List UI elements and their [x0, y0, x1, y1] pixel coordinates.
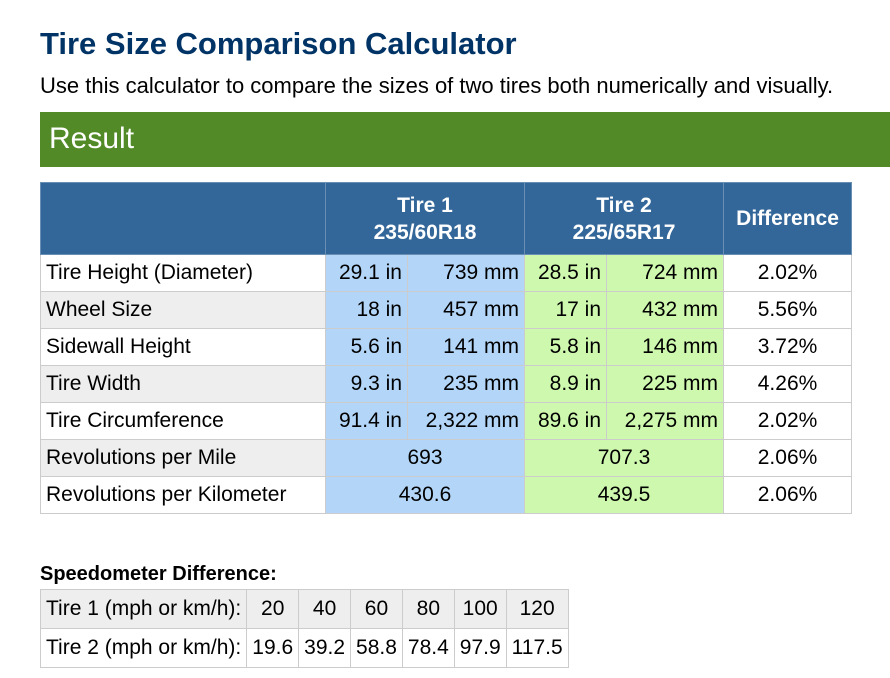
- speedometer-table: Tire 1 (mph or km/h): 20 40 60 80 100 120 Tire …: [39, 589, 569, 668]
- difference-cell: 3.72%: [723, 328, 853, 366]
- tire2-inches-cell: 8.9 in: [524, 365, 608, 403]
- header-label-cell: [40, 182, 326, 255]
- tire2-mm-cell: 2,275 mm: [606, 402, 725, 440]
- row-label: Revolutions per Mile: [40, 439, 326, 477]
- tire2-inches-cell: 5.8 in: [524, 328, 608, 366]
- tire1-value-cell: 693: [324, 439, 526, 477]
- result-table: Tire 1 235/60R18 Tire 2 225/65R17 Differ…: [40, 182, 853, 514]
- speedometer-value: 78.4: [401, 628, 455, 668]
- tire2-mm-cell: 432 mm: [606, 291, 725, 329]
- speedometer-value: 120: [505, 589, 569, 629]
- row-label: Revolutions per Kilometer: [40, 476, 326, 514]
- header-tire1-size: 235/60R18: [373, 220, 477, 244]
- result-header-row: Tire 1 235/60R18 Tire 2 225/65R17 Differ…: [40, 182, 853, 255]
- row-label: Tire Width: [40, 365, 326, 403]
- tire2-mm-cell: 146 mm: [606, 328, 725, 366]
- tire2-inches-cell: 28.5 in: [524, 254, 608, 292]
- page-description: Use this calculator to compare the sizes…: [40, 73, 834, 98]
- difference-cell: 5.56%: [723, 291, 853, 329]
- tire1-mm-cell: 2,322 mm: [406, 402, 526, 440]
- tire1-inches-cell: 5.6 in: [325, 328, 408, 366]
- difference-cell: 2.06%: [723, 476, 853, 514]
- table-row: Wheel Size 18 in 457 mm 17 in 432 mm 5.56%: [40, 291, 853, 329]
- speedometer-value: 117.5: [505, 628, 569, 668]
- tire1-mm-cell: 141 mm: [406, 328, 526, 366]
- tire2-inches-cell: 17 in: [524, 291, 608, 329]
- speedometer-row-tire2: Tire 2 (mph or km/h): 19.6 39.2 58.8 78.4 97.…: [39, 628, 569, 668]
- tire1-inches-cell: 91.4 in: [325, 402, 408, 440]
- speedometer-value: 60: [350, 589, 403, 629]
- speedometer-value: 19.6: [246, 628, 300, 668]
- tire2-value-cell: 707.3: [524, 439, 725, 477]
- table-row: Revolutions per Mile 693 707.3 2.06%: [40, 439, 853, 477]
- tire2-value-cell: 439.5: [524, 476, 725, 514]
- tire1-mm-cell: 739 mm: [406, 254, 526, 292]
- difference-cell: 2.02%: [723, 254, 853, 292]
- header-tire1-label: Tire 1: [397, 193, 453, 217]
- row-label: Sidewall Height: [40, 328, 326, 366]
- speedometer-value: 58.8: [350, 628, 403, 668]
- speedometer-value: 97.9: [453, 628, 507, 668]
- row-label: Wheel Size: [40, 291, 326, 329]
- tire1-mm-cell: 235 mm: [406, 365, 526, 403]
- speedometer-label: Tire 2 (mph or km/h):: [39, 628, 248, 668]
- tire1-inches-cell: 29.1 in: [325, 254, 408, 292]
- table-row: Tire Width 9.3 in 235 mm 8.9 in 225 mm 4.26%: [40, 365, 853, 403]
- difference-cell: 2.02%: [723, 402, 853, 440]
- tire1-value-cell: 430.6: [324, 476, 526, 514]
- tire1-mm-cell: 457 mm: [406, 291, 526, 329]
- speedometer-value: 20: [246, 589, 300, 629]
- speedometer-value: 80: [401, 589, 455, 629]
- tire2-mm-cell: 724 mm: [606, 254, 725, 292]
- row-label: Tire Height (Diameter): [40, 254, 326, 292]
- page-title: Tire Size Comparison Calculator: [40, 26, 517, 61]
- header-tire2: Tire 2 225/65R17: [524, 182, 725, 255]
- header-tire2-label: Tire 2: [596, 193, 652, 217]
- header-tire1: Tire 1 235/60R18: [324, 182, 526, 255]
- tire2-inches-cell: 89.6 in: [524, 402, 608, 440]
- table-row: Revolutions per Kilometer 430.6 439.5 2.06%: [40, 476, 853, 514]
- difference-cell: 2.06%: [723, 439, 853, 477]
- speedometer-value: 100: [453, 589, 507, 629]
- tire1-inches-cell: 9.3 in: [325, 365, 408, 403]
- table-row: Tire Height (Diameter) 29.1 in 739 mm 28.5 …: [40, 254, 853, 292]
- speedometer-title: Speedometer Difference:: [40, 563, 277, 585]
- header-tire2-size: 225/65R17: [572, 220, 676, 244]
- difference-cell: 4.26%: [723, 365, 853, 403]
- header-difference: Difference: [723, 182, 853, 255]
- tire2-mm-cell: 225 mm: [606, 365, 725, 403]
- row-label: Tire Circumference: [40, 402, 326, 440]
- result-heading: Result: [40, 112, 890, 167]
- speedometer-value: 40: [298, 589, 352, 629]
- speedometer-value: 39.2: [298, 628, 352, 668]
- table-row: Tire Circumference 91.4 in 2,322 mm 89.6 in…: [40, 402, 853, 440]
- speedometer-row-tire1: Tire 1 (mph or km/h): 20 40 60 80 100 120: [39, 589, 569, 629]
- speedometer-label: Tire 1 (mph or km/h):: [39, 589, 248, 629]
- tire1-inches-cell: 18 in: [325, 291, 408, 329]
- table-row: Sidewall Height 5.6 in 141 mm 5.8 in 146 mm 3…: [40, 328, 853, 366]
